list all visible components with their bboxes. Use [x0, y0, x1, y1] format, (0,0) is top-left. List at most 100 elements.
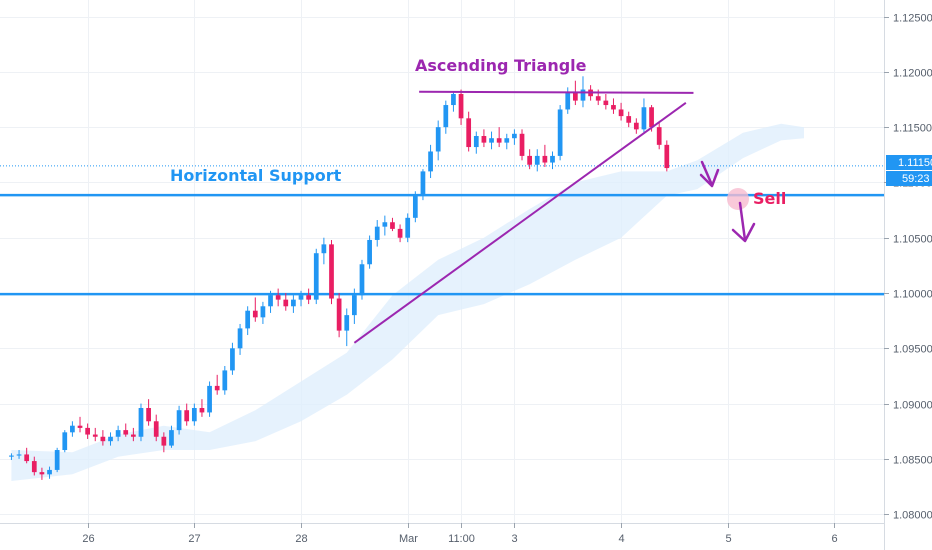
candle-body [618, 109, 624, 117]
candle-body [572, 91, 578, 101]
candle-body [481, 136, 487, 143]
triangle-support-line [353, 102, 687, 344]
candle-body [519, 133, 525, 156]
candle-body [260, 306, 266, 318]
candle-body [351, 295, 357, 316]
candles [9, 76, 670, 480]
candle-body [138, 408, 144, 437]
candle-body [191, 408, 197, 422]
candle-body [649, 107, 654, 128]
candle-body [458, 93, 464, 119]
candle-body [496, 138, 502, 143]
candle-body [298, 295, 304, 300]
price-tick-label: 1.12500 [893, 13, 932, 25]
candle-body [176, 410, 182, 431]
time-tick-label: 6 [831, 533, 837, 545]
candle-body [146, 408, 151, 422]
candle-body [245, 310, 251, 329]
candle-body [230, 348, 235, 371]
candle-body [489, 138, 494, 143]
candle-body [412, 195, 418, 218]
arrow-down-icon [738, 201, 747, 242]
ichimoku-cloud [11, 123, 804, 482]
candle-body [214, 385, 220, 391]
support-label: Horizontal Support [170, 166, 342, 185]
time-tick-label: 28 [295, 533, 307, 545]
candle-body [54, 450, 60, 470]
sell-label: Sell [753, 189, 786, 208]
candle-body [443, 105, 449, 128]
time-tick-label: 27 [188, 533, 200, 545]
sell-dot [727, 188, 749, 210]
annotation-texts: Ascending Triangle Horizontal Support Se… [170, 56, 786, 208]
triangle-resistance-line [419, 90, 694, 94]
candle-body [123, 430, 129, 435]
price-tick-label: 1.08500 [893, 455, 932, 467]
candle-body [466, 118, 472, 148]
countdown-tag-text: 59:23 [902, 173, 930, 185]
current-price-tag-text: 1.11150 [898, 157, 932, 169]
candle-body [85, 427, 91, 435]
time-tick-label: 11:00 [448, 533, 475, 545]
candle-body [367, 239, 372, 265]
candle-body [435, 127, 441, 152]
candle-body [527, 155, 533, 165]
candle-body [336, 298, 342, 331]
candle-body [283, 299, 289, 307]
pattern-label: Ascending Triangle [415, 56, 587, 75]
price-tick-label: 1.08000 [893, 510, 932, 522]
time-tick-label: 4 [618, 533, 624, 545]
candle-body [595, 96, 601, 101]
price-tick-label: 1.09000 [893, 400, 932, 412]
candle-body [512, 133, 517, 139]
candle-body [39, 472, 45, 475]
candle-body [451, 93, 456, 106]
candle-body [626, 116, 632, 123]
sell-annotation [699, 160, 756, 243]
candle-body [275, 295, 281, 300]
candle-body [633, 122, 639, 130]
price-tags: 1.11150 59:23 [886, 155, 932, 186]
candle-body [329, 244, 334, 299]
candle-body [565, 91, 571, 110]
candle-body [100, 436, 106, 442]
candle-body [611, 105, 616, 110]
candle-body [222, 370, 228, 391]
triangle-pattern [353, 90, 694, 344]
price-tick-label: 1.10000 [893, 289, 932, 301]
candle-body [580, 89, 586, 101]
candle-body [428, 151, 433, 172]
candle-body [153, 421, 159, 437]
time-axis[interactable]: 26 27 28 Mar 11:00 3 4 5 6 [82, 523, 838, 545]
candle-body [199, 408, 205, 413]
candle-body [542, 155, 548, 163]
candle-body [47, 469, 52, 475]
arrow-head-icon [699, 168, 720, 188]
candle-body [557, 109, 563, 156]
candle-body [115, 430, 121, 437]
candle-body [359, 264, 365, 296]
time-tick-label: 3 [511, 533, 517, 545]
candle-body [24, 454, 30, 462]
candle-body [237, 328, 243, 349]
candle-body [603, 100, 609, 106]
time-tick-label: 26 [82, 533, 94, 545]
candle-body [31, 461, 37, 473]
candle-body [184, 410, 190, 422]
candle-body [130, 434, 136, 437]
candle-body [664, 144, 670, 169]
candle-body [16, 454, 22, 456]
candle-body [344, 315, 350, 331]
candle-body [656, 127, 662, 145]
candle-body [641, 107, 647, 130]
plot-area[interactable] [0, 76, 884, 482]
price-tick-label: 1.11500 [893, 123, 932, 135]
current-price-tag [886, 155, 932, 170]
candle-body [306, 295, 312, 300]
candle-body [534, 155, 540, 165]
candle-body [313, 253, 319, 300]
candle-body [473, 136, 479, 148]
candle-body [405, 217, 411, 238]
